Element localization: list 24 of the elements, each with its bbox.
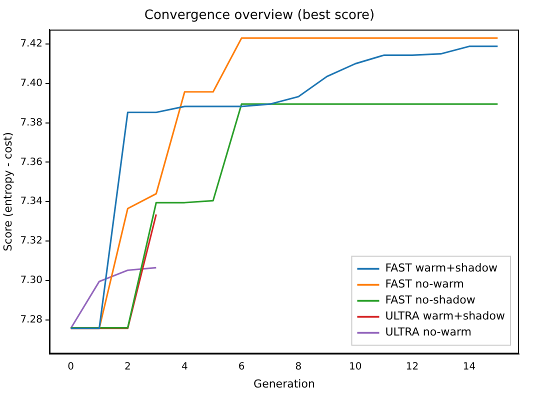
y-tick-label: 7.40 bbox=[20, 78, 42, 89]
y-axis-title: Score (entropy - cost) bbox=[1, 132, 14, 252]
x-tick-label: 4 bbox=[181, 361, 188, 372]
y-tick-label: 7.30 bbox=[20, 275, 42, 286]
y-tick-label: 7.42 bbox=[20, 38, 42, 50]
y-tick-label: 7.32 bbox=[20, 236, 42, 247]
x-tick-label: 12 bbox=[406, 361, 419, 372]
x-tick-label: 8 bbox=[295, 361, 302, 372]
y-tick-label: 7.36 bbox=[20, 156, 42, 168]
x-tick-label: 10 bbox=[349, 361, 362, 372]
chart-title: Convergence overview (best score) bbox=[144, 8, 375, 24]
legend-label: ULTRA warm+shadow bbox=[385, 310, 506, 323]
x-tick-label: 2 bbox=[124, 361, 131, 372]
x-tick-label: 14 bbox=[462, 361, 476, 372]
legend-label: FAST no-shadow bbox=[385, 294, 476, 307]
y-tick-label: 7.38 bbox=[20, 117, 42, 128]
legend-label: FAST warm+shadow bbox=[385, 262, 498, 275]
x-tick-label: 0 bbox=[68, 361, 74, 372]
legend-label: ULTRA no-warm bbox=[385, 326, 472, 339]
y-tick-label: 7.34 bbox=[20, 196, 42, 208]
x-axis-title: Generation bbox=[254, 377, 315, 390]
y-tick-label: 7.28 bbox=[20, 314, 42, 326]
x-tick-label: 6 bbox=[238, 361, 245, 372]
legend-label: FAST no-warm bbox=[385, 278, 464, 291]
